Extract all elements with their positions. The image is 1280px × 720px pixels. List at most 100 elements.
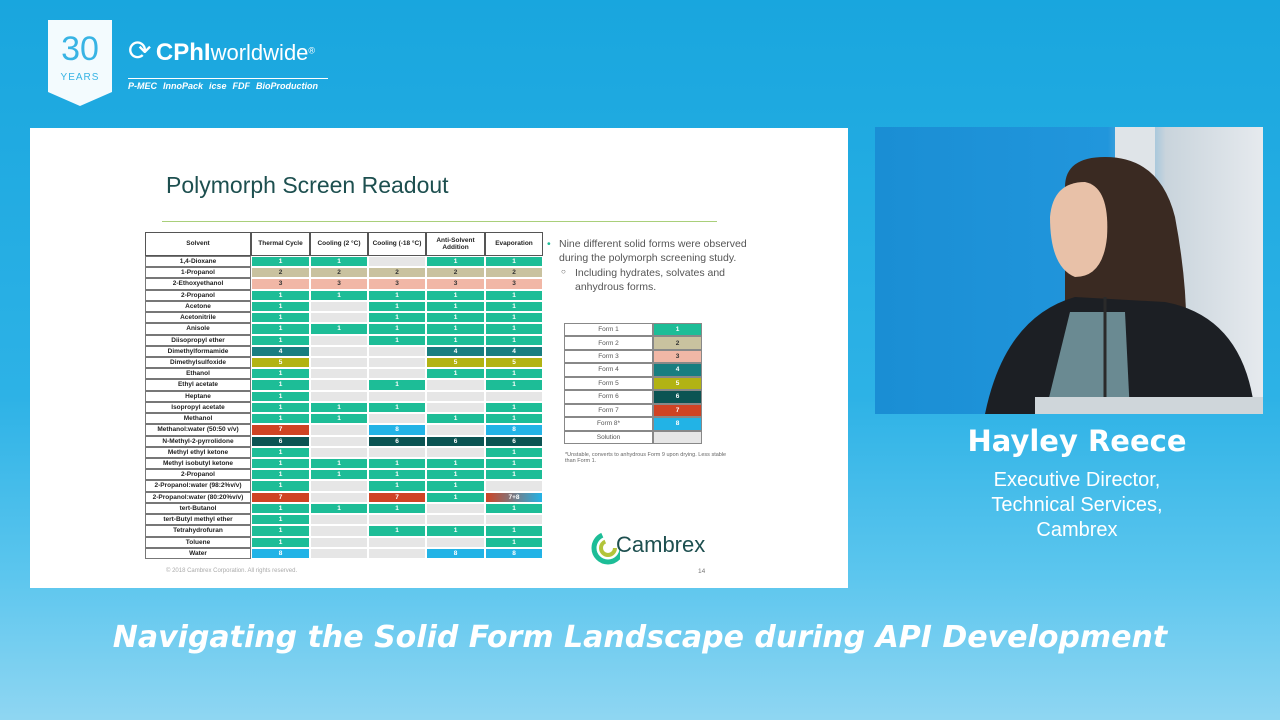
result-cell: 5: [485, 357, 543, 369]
result-cell: 1: [368, 502, 426, 515]
result-cell: 1: [251, 379, 310, 391]
result-cell: 1: [368, 458, 426, 470]
result-cell: [426, 401, 485, 414]
result-cell: 1: [368, 323, 426, 335]
result-cell: [426, 379, 485, 391]
solvent-cell: Water: [145, 547, 251, 559]
solvent-cell: Methanol: [145, 413, 251, 425]
result-cell: [368, 514, 426, 526]
result-cell: [310, 547, 368, 559]
result-cell: [310, 334, 368, 346]
solvent-cell: Isopropyl acetate: [145, 401, 251, 414]
result-cell: 1: [251, 514, 310, 526]
legend-swatch: [653, 430, 702, 444]
result-cell: [368, 357, 426, 369]
solvent-cell: N-Methyl-2-pyrrolidone: [145, 435, 251, 447]
result-cell: 6: [426, 435, 485, 447]
solvent-cell: Methyl ethyl ketone: [145, 446, 251, 458]
result-cell: 8: [485, 424, 543, 436]
result-cell: 1: [485, 413, 543, 425]
title-line: Technical Services,: [991, 494, 1163, 516]
legend-label: Form 7: [564, 403, 653, 418]
result-cell: 2: [426, 267, 485, 279]
result-cell: [368, 446, 426, 458]
result-cell: 1: [251, 368, 310, 380]
event-logo: icse: [209, 81, 227, 91]
result-cell: 1: [368, 334, 426, 346]
result-cell: 1: [251, 401, 310, 414]
title-line: Executive Director,: [993, 469, 1161, 491]
result-cell: [310, 368, 368, 380]
slide: Polymorph Screen Readout Solvent Thermal …: [30, 128, 848, 588]
page-number: 14: [698, 568, 706, 575]
result-cell: 6: [485, 435, 543, 447]
result-cell: 1: [485, 323, 543, 335]
result-cell: 1: [426, 323, 485, 335]
sub-bullet-text: Including hydrates, solvates and anhydro…: [575, 267, 726, 293]
result-cell: [426, 424, 485, 436]
solvent-cell: Methyl isobutyl ketone: [145, 458, 251, 470]
brand-logo: ⟳ CPhIworldwide®: [128, 35, 316, 66]
event-logo: P-MEC: [128, 81, 157, 91]
solvent-cell: Ethanol: [145, 368, 251, 380]
result-cell: [368, 256, 426, 268]
result-cell: [310, 446, 368, 458]
result-cell: 1: [368, 401, 426, 414]
event-logo: BioProduction: [256, 81, 319, 91]
legend-label: Solution: [564, 430, 653, 444]
result-cell: 7: [368, 491, 426, 503]
result-cell: [310, 390, 368, 402]
solvent-cell: Acetonitrile: [145, 312, 251, 324]
result-cell: 7+8: [485, 491, 543, 503]
column-header: Thermal Cycle: [251, 232, 310, 256]
result-cell: [368, 390, 426, 402]
result-cell: 1: [251, 525, 310, 537]
result-cell: [310, 514, 368, 526]
result-cell: 1: [368, 289, 426, 301]
solvent-cell: 2-Propanol:water (80:20%v/v): [145, 491, 251, 503]
result-cell: 1: [368, 312, 426, 324]
result-cell: 8: [485, 547, 543, 559]
result-cell: 1: [251, 300, 310, 313]
result-cell: 1: [426, 300, 485, 313]
legend-swatch: 4: [653, 363, 702, 377]
legend-label: Form 1: [564, 323, 653, 337]
result-cell: 1: [368, 469, 426, 481]
result-cell: 1: [310, 458, 368, 470]
logo-mark: [591, 531, 620, 565]
result-cell: 3: [310, 278, 368, 290]
screen-table: Solvent Thermal Cycle Cooling (2 °C) Coolin…: [145, 232, 543, 559]
result-cell: 1: [426, 469, 485, 481]
result-cell: 1: [251, 312, 310, 324]
result-cell: 1: [485, 312, 543, 324]
event-logos: P-MEC InnoPack icse FDF BioProduction: [128, 78, 328, 91]
brand-mark: ®: [308, 45, 316, 56]
speaker-title: Executive Director, Technical Services, Ca…: [900, 468, 1254, 543]
legend-swatch: 8: [653, 417, 702, 431]
anniversary-label: YEARS: [60, 72, 100, 83]
solvent-cell: Diisopropyl ether: [145, 334, 251, 346]
legend-swatch: 3: [653, 349, 702, 364]
solvent-cell: Acetone: [145, 300, 251, 313]
result-cell: 1: [485, 289, 543, 301]
column-header: Cooling (-18 °C): [368, 232, 426, 256]
solvent-cell: 2-Propanol: [145, 469, 251, 481]
speaker-info: Hayley Reece Executive Director, Technica…: [900, 424, 1254, 543]
result-cell: [485, 480, 543, 492]
result-cell: [368, 547, 426, 559]
result-cell: 1: [485, 536, 543, 548]
result-cell: 1: [426, 368, 485, 380]
result-cell: 2: [310, 267, 368, 279]
result-cell: 1: [251, 256, 310, 268]
event-logo: FDF: [232, 81, 251, 91]
result-cell: 1: [251, 502, 310, 515]
result-cell: 1: [485, 256, 543, 268]
result-cell: 1: [251, 458, 310, 470]
result-cell: 1: [251, 469, 310, 481]
result-cell: [485, 390, 543, 402]
result-cell: [426, 502, 485, 515]
result-cell: 1: [251, 390, 310, 402]
solvent-cell: 2-Propanol: [145, 289, 251, 301]
result-cell: 1: [310, 469, 368, 481]
solvent-cell: 1,4-Dioxane: [145, 256, 251, 268]
